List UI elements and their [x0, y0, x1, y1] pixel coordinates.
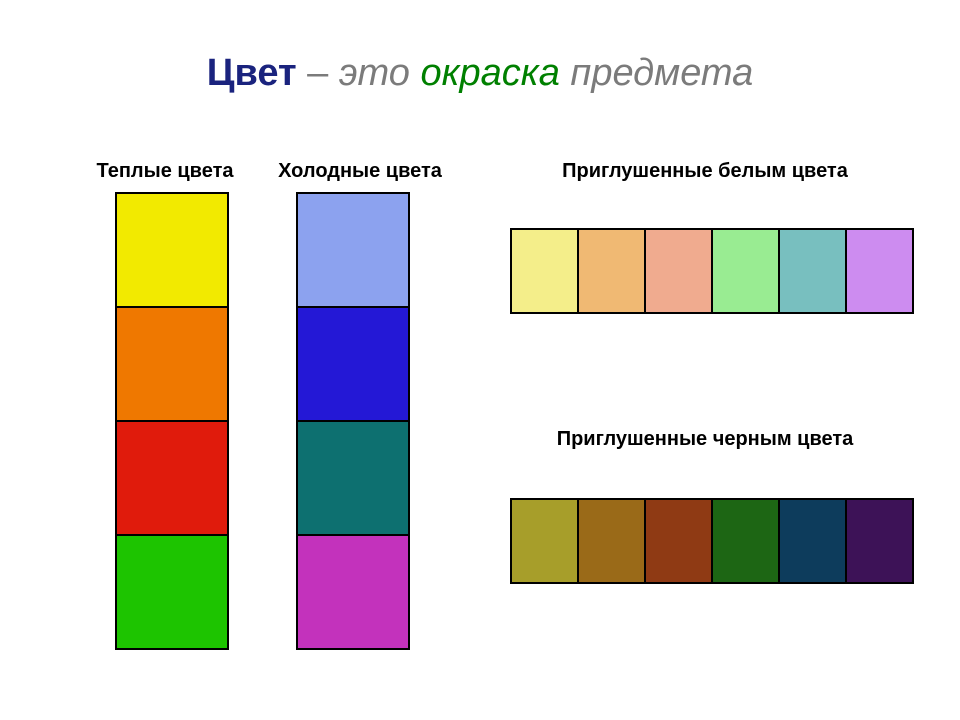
cold-swatch-stack [296, 192, 410, 650]
label-muted-white: Приглушенные белым цвета [490, 160, 920, 183]
label-warm: Теплые цвета [60, 160, 270, 183]
title-word-1: Цвет [207, 52, 297, 94]
page-title: Цвет – это окраска предмета [0, 52, 960, 95]
muted-black-swatch-3 [645, 499, 712, 583]
warm-swatch-2 [116, 307, 228, 421]
warm-swatch-3 [116, 421, 228, 535]
muted-black-swatch-4 [712, 499, 779, 583]
cold-swatch-3 [297, 421, 409, 535]
label-muted-black: Приглушенные черным цвета [495, 428, 915, 451]
warm-swatch-1 [116, 193, 228, 307]
muted-white-swatch-3 [645, 229, 712, 313]
muted-white-swatch-6 [846, 229, 913, 313]
title-word-3: это [339, 52, 421, 94]
cold-swatch-1 [297, 193, 409, 307]
muted-white-swatch-2 [578, 229, 645, 313]
title-word-2: – [297, 52, 339, 94]
muted-white-swatch-1 [511, 229, 578, 313]
title-word-4: окраска [420, 52, 570, 94]
warm-swatch-4 [116, 535, 228, 649]
warm-swatch-stack [115, 192, 229, 650]
label-cold: Холодные цвета [255, 160, 465, 183]
muted-black-swatch-strip [510, 498, 914, 584]
muted-white-swatch-4 [712, 229, 779, 313]
muted-black-swatch-5 [779, 499, 846, 583]
muted-white-swatch-5 [779, 229, 846, 313]
muted-black-swatch-2 [578, 499, 645, 583]
title-word-5: предмета [570, 52, 753, 94]
cold-swatch-2 [297, 307, 409, 421]
muted-black-swatch-6 [846, 499, 913, 583]
muted-white-swatch-strip [510, 228, 914, 314]
muted-black-swatch-1 [511, 499, 578, 583]
cold-swatch-4 [297, 535, 409, 649]
